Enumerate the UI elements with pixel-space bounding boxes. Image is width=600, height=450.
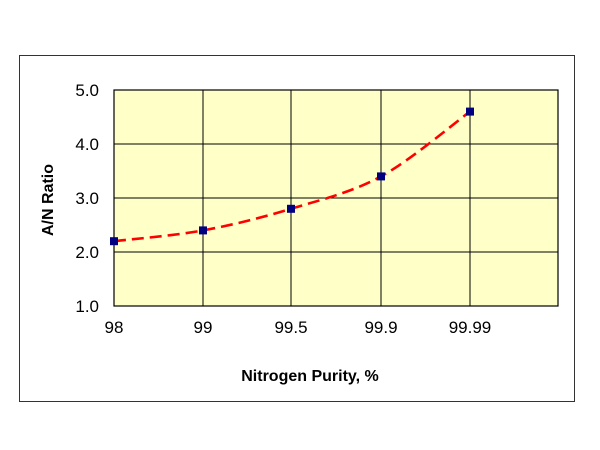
data-point [466, 107, 474, 116]
y-tick-label: 3.0 [75, 189, 99, 208]
x-tick-label: 99.99 [449, 318, 492, 337]
y-tick-label: 2.0 [75, 243, 99, 262]
data-point [199, 226, 207, 235]
x-axis-title: Nitrogen Purity, % [241, 368, 379, 385]
data-point [287, 204, 295, 213]
y-axis-title: A/N Ratio [40, 164, 57, 236]
y-axis-ticks: 1.0 2.0 3.0 4.0 5.0 [75, 81, 99, 316]
data-point [110, 237, 118, 246]
x-axis-ticks: 98 99 99.5 99.9 99.99 [105, 318, 492, 337]
y-tick-label: 5.0 [75, 81, 99, 100]
data-point [377, 172, 385, 181]
x-tick-label: 98 [105, 318, 124, 337]
y-tick-label: 1.0 [75, 297, 99, 316]
grid-lines [113, 89, 559, 307]
x-tick-label: 99.9 [364, 318, 397, 337]
x-tick-label: 99.5 [274, 318, 307, 337]
x-tick-label: 99 [194, 318, 213, 337]
data-markers [110, 107, 474, 246]
y-tick-label: 4.0 [75, 135, 99, 154]
